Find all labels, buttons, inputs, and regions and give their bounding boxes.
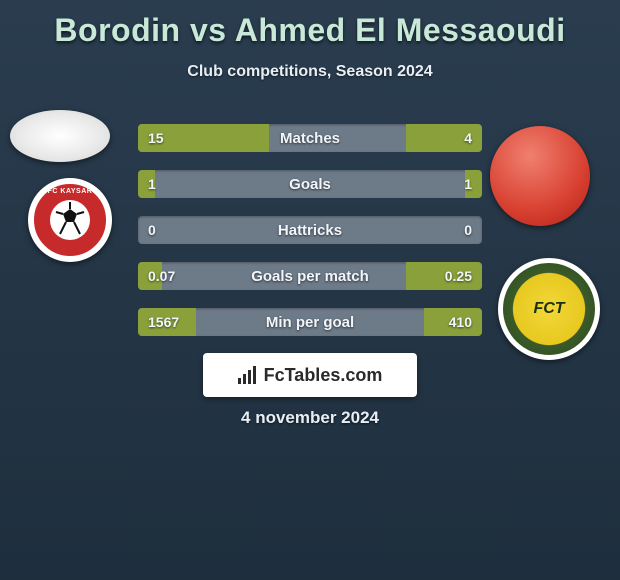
- stat-row: 11Goals: [138, 170, 482, 198]
- player-left-photo: [10, 110, 110, 162]
- stat-label: Matches: [138, 124, 482, 152]
- stat-label: Hattricks: [138, 216, 482, 244]
- stat-row: 1567410Min per goal: [138, 308, 482, 336]
- stat-row: 00Hattricks: [138, 216, 482, 244]
- stat-label: Goals per match: [138, 262, 482, 290]
- club-badge-right-text: FCT: [533, 300, 564, 318]
- bars-icon: [238, 366, 258, 384]
- date-text: 4 november 2024: [0, 408, 620, 428]
- page-subtitle: Club competitions, Season 2024: [0, 63, 620, 81]
- club-badge-right: FCT: [498, 258, 600, 360]
- player-right-photo: [490, 126, 590, 226]
- watermark-text: FcTables.com: [264, 365, 383, 386]
- stat-row: 154Matches: [138, 124, 482, 152]
- comparison-bars: 154Matches 11Goals 00Hattricks 0.070.25Goal…: [138, 124, 482, 354]
- page-title: Borodin vs Ahmed El Messaoudi: [0, 0, 620, 49]
- stat-label: Goals: [138, 170, 482, 198]
- stat-label: Min per goal: [138, 308, 482, 336]
- soccer-ball-icon: [50, 200, 90, 240]
- stat-row: 0.070.25Goals per match: [138, 262, 482, 290]
- club-badge-left: FC KAYSAR: [28, 178, 112, 262]
- watermark: FcTables.com: [203, 353, 417, 397]
- club-badge-left-text: FC KAYSAR: [34, 188, 106, 195]
